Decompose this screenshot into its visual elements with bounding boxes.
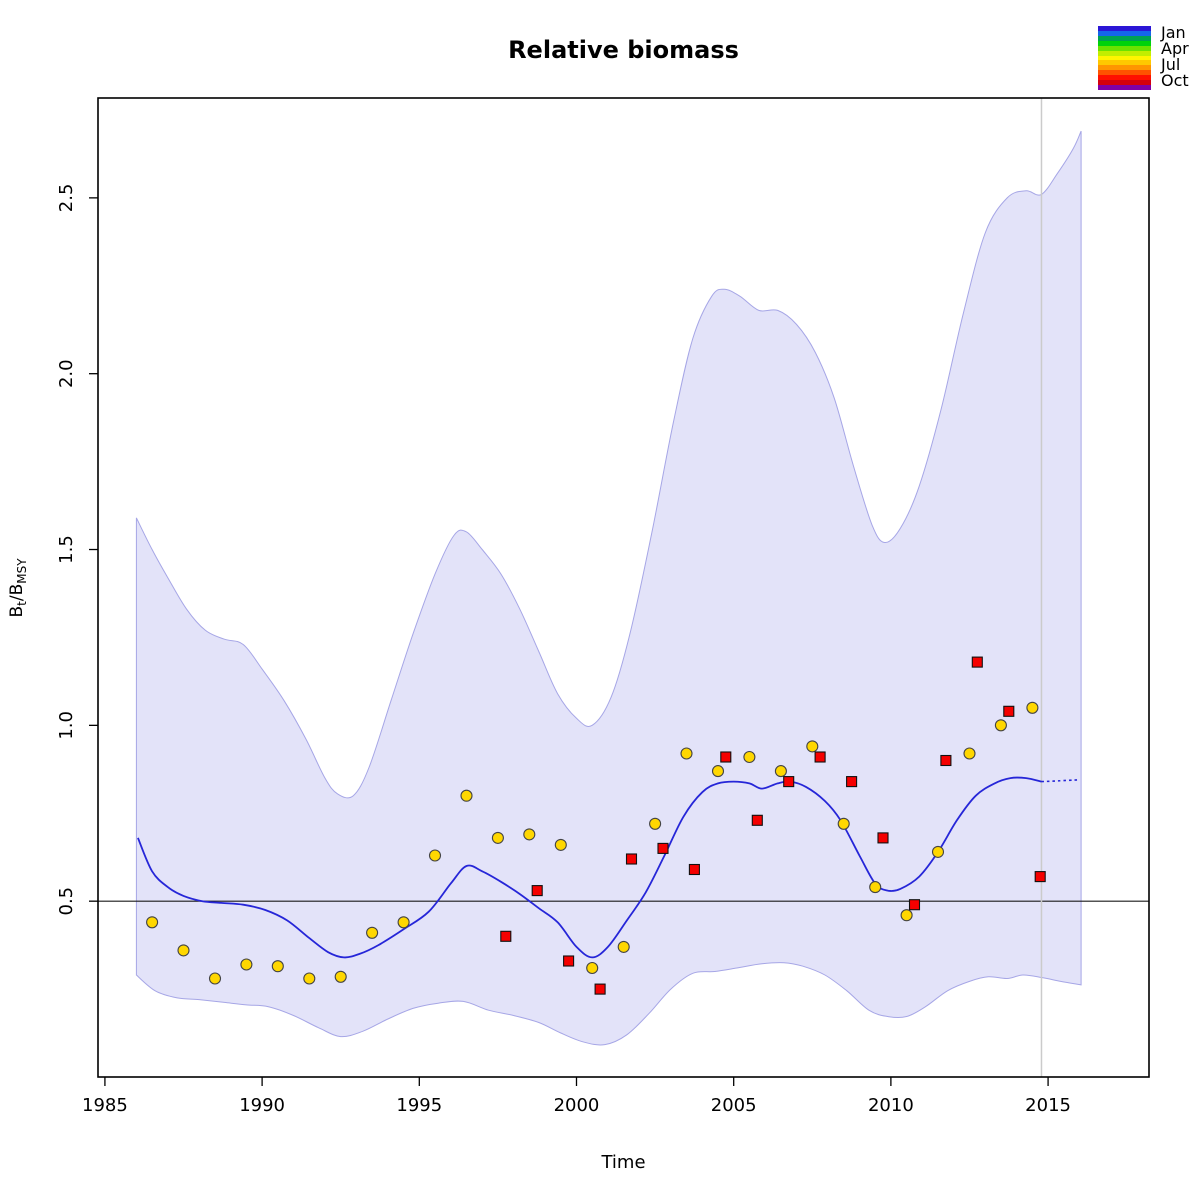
y-tick-label: 2.0 — [56, 359, 77, 388]
data-point-biomass-index-jul — [366, 926, 379, 939]
legend-color-band — [1098, 50, 1151, 56]
data-point-biomass-index-jul — [271, 960, 284, 973]
data-point-biomass-index-oct — [908, 899, 921, 911]
data-point-biomass-index-oct — [688, 863, 700, 876]
data-point-biomass-index-jul — [931, 845, 945, 858]
x-tick-label: 2000 — [554, 1095, 600, 1116]
data-point-biomass-index-jul — [994, 719, 1007, 732]
x-tick-label: 2005 — [711, 1095, 757, 1116]
data-point-biomass-index-jul — [334, 970, 347, 983]
legend-label-apr: Apr — [1161, 39, 1189, 58]
data-point-biomass-index-jul — [837, 817, 850, 830]
data-point-biomass-index-jul — [711, 765, 725, 778]
plot-border — [97, 97, 1150, 1078]
data-point-biomass-index-oct — [720, 751, 732, 763]
data-point-biomass-index-jul — [208, 972, 222, 985]
data-point-biomass-index-jul — [586, 961, 599, 975]
data-point-biomass-index-jul — [491, 831, 504, 844]
data-point-biomass-index-oct — [751, 814, 763, 826]
y-tick-label: 0.5 — [56, 887, 77, 916]
legend-color-band — [1098, 60, 1151, 66]
legend-color-band — [1098, 75, 1151, 81]
data-point-biomass-index-jul — [680, 747, 693, 760]
y-tick-label: 1.5 — [56, 535, 77, 564]
biomass-median-line — [137, 776, 1042, 959]
data-point-biomass-index-jul — [774, 765, 787, 778]
x-tick-label: 2015 — [1025, 1095, 1071, 1116]
data-point-biomass-index-jul — [900, 909, 913, 922]
data-point-biomass-index-jul — [523, 828, 536, 841]
data-point-biomass-index-jul — [1026, 701, 1039, 714]
data-point-biomass-index-oct — [971, 656, 983, 668]
data-point-biomass-index-jul — [240, 958, 253, 971]
legend-label-jan: Jan — [1161, 23, 1186, 42]
data-point-biomass-index-jul — [146, 916, 159, 929]
data-point-biomass-index-jul — [649, 817, 662, 830]
data-point-biomass-index-oct — [500, 930, 512, 942]
data-point-biomass-index-oct — [531, 885, 543, 897]
data-point-biomass-index-jul — [617, 940, 630, 953]
legend-color-band — [1098, 30, 1151, 36]
x-tick-label: 1990 — [239, 1095, 285, 1116]
data-point-biomass-index-oct — [625, 853, 638, 865]
legend-color-band — [1098, 35, 1151, 41]
chart-title: Relative biomass — [508, 36, 739, 64]
legend-color-band — [1098, 45, 1151, 51]
data-point-biomass-index-jul — [554, 838, 567, 851]
legend-color-band — [1098, 85, 1151, 90]
data-point-biomass-index-oct — [846, 776, 858, 788]
x-tick-label: 2010 — [868, 1095, 914, 1116]
data-point-biomass-index-jul — [428, 849, 442, 862]
data-point-biomass-index-oct — [877, 832, 889, 844]
legend-color-band — [1098, 80, 1151, 86]
x-axis-label: Time — [601, 1152, 646, 1173]
data-point-biomass-index-jul — [460, 789, 473, 802]
y-tick-label: 2.5 — [56, 184, 77, 213]
legend-color-band — [1098, 70, 1151, 76]
legend-label-jul: Jul — [1161, 55, 1181, 74]
data-point-biomass-index-oct — [1034, 871, 1046, 883]
y-tick-label: 1.0 — [56, 711, 77, 740]
data-point-biomass-index-jul — [177, 944, 190, 957]
data-point-biomass-index-jul — [397, 916, 410, 929]
data-point-biomass-index-oct — [594, 983, 606, 995]
data-point-biomass-index-oct — [657, 842, 669, 854]
x-tick-label: 1995 — [396, 1095, 442, 1116]
legend-label-oct: Oct — [1161, 71, 1189, 90]
y-axis-label: Bt/BMSY — [6, 558, 30, 618]
data-point-biomass-index-oct — [814, 751, 826, 763]
x-tick-label: 1985 — [82, 1095, 128, 1116]
data-point-biomass-index-oct — [563, 955, 575, 967]
data-point-biomass-index-jul — [743, 750, 756, 764]
legend-colorbar — [1098, 26, 1151, 90]
confidence-band — [135, 130, 1082, 1046]
legend-color-band — [1098, 26, 1151, 31]
legend-color-band — [1098, 65, 1151, 71]
data-point-biomass-index-oct — [1003, 705, 1015, 717]
data-point-biomass-index-jul — [869, 881, 882, 894]
data-point-biomass-index-oct — [940, 754, 952, 767]
data-point-biomass-index-jul — [303, 972, 316, 985]
data-point-biomass-index-jul — [806, 740, 819, 753]
data-point-biomass-index-oct — [783, 776, 795, 788]
data-point-biomass-index-jul — [963, 747, 976, 760]
legend-color-band — [1098, 40, 1151, 46]
legend-color-band — [1098, 55, 1151, 61]
